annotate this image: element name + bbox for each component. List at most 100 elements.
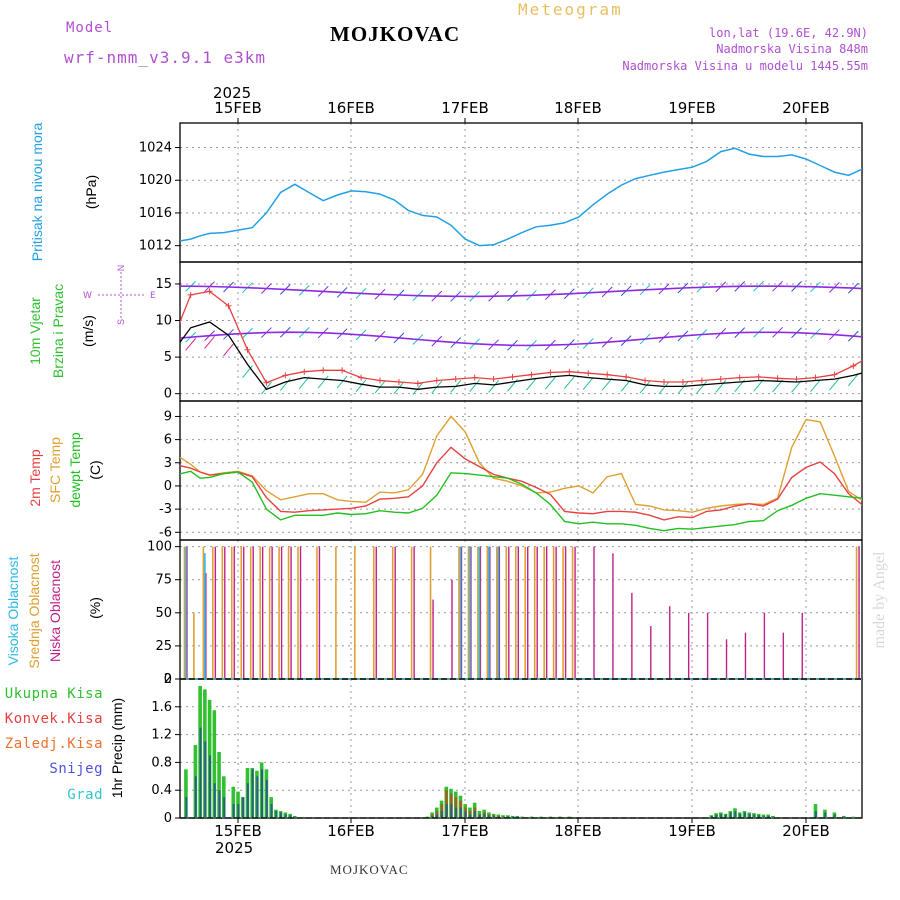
wind-barb-low-23 bbox=[601, 377, 613, 391]
credit-text: made by Angel bbox=[871, 551, 888, 648]
high-cloud-legend: Visoka Oblacnost bbox=[5, 557, 21, 666]
wind-gust-marker-11 bbox=[377, 377, 383, 384]
bottom-day-label-0: 15FEB bbox=[214, 822, 261, 840]
snow-bar-65 bbox=[833, 814, 836, 818]
snow-bar-52 bbox=[724, 814, 727, 818]
ytick-label-wind-1: 5 bbox=[164, 350, 172, 365]
ytick-label-clouds-0: 0 bbox=[164, 672, 172, 687]
snow-bar-15 bbox=[261, 769, 264, 818]
product-title: Meteogram bbox=[518, 0, 623, 19]
snow-bar-61 bbox=[767, 815, 770, 818]
snow-bar-3 bbox=[199, 727, 202, 818]
snow-bar-26 bbox=[440, 811, 443, 818]
wind-gust-marker-10 bbox=[358, 374, 365, 381]
dewpoint-line bbox=[180, 470, 862, 532]
wind-mid-line bbox=[180, 331, 862, 347]
wind-barb-low-20 bbox=[545, 376, 556, 390]
wind-gust-marker-2 bbox=[206, 288, 213, 295]
elevation-label: Nadmorska Visina 848m bbox=[716, 42, 868, 56]
pressure-ylabel: (hPa) bbox=[83, 175, 99, 209]
snow-bar-42 bbox=[516, 816, 519, 818]
dewpoint-legend: dewpt Temp bbox=[67, 432, 83, 507]
wind-barb-low-19 bbox=[526, 377, 537, 391]
precip-legend-1: Konvek.Kisa bbox=[5, 711, 103, 727]
wind-gust-marker-37 bbox=[869, 352, 875, 358]
wind-barb-low-9 bbox=[336, 375, 348, 389]
grid-pressure: 1012 1016 1020 1024 bbox=[139, 123, 862, 262]
wind-barb-low-2 bbox=[204, 336, 215, 349]
wind-gust-marker-4 bbox=[244, 346, 251, 353]
wind-gust-marker-7 bbox=[301, 368, 308, 375]
bottom-day-label-3: 18FEB bbox=[554, 822, 601, 840]
wind-barb-low-38 bbox=[886, 369, 896, 381]
wind-barbs bbox=[167, 280, 896, 395]
snow-bar-12 bbox=[246, 783, 249, 818]
model-label: Model bbox=[66, 20, 114, 36]
mid-cloud-legend: Srednja Oblacnost bbox=[26, 553, 42, 668]
snow-bar-66 bbox=[843, 816, 846, 818]
snow-bar-17 bbox=[270, 804, 273, 818]
ytick-label-temperature-2: 0 bbox=[164, 479, 172, 494]
grid-temperature: -6 -3 0 3 6 9 bbox=[159, 401, 862, 540]
snow-bar-22 bbox=[294, 816, 297, 818]
wind-title: 10m Vjetar bbox=[27, 297, 43, 365]
snow-bar-59 bbox=[758, 815, 761, 818]
wind-speed-line bbox=[180, 321, 862, 391]
wind-barb-low-5 bbox=[261, 381, 272, 395]
wind-subtitle: Brzina i Pravac bbox=[50, 284, 66, 378]
snow-bar-30 bbox=[459, 807, 462, 818]
bottom-day-label-1: 16FEB bbox=[327, 822, 374, 840]
snow-bar-2 bbox=[194, 776, 197, 818]
ytick-label-temperature-5: 9 bbox=[164, 409, 172, 424]
wind-gust-marker-19 bbox=[528, 371, 535, 378]
total-rain-bar-0 bbox=[175, 808, 179, 818]
ytick-label-precip-1: 0.4 bbox=[151, 783, 172, 798]
snow-bar-54 bbox=[734, 811, 737, 818]
compass-e: E bbox=[150, 291, 156, 301]
footer-station: MOJKOVAC bbox=[330, 862, 409, 877]
wind-barb-low-22 bbox=[582, 377, 594, 390]
ytick-label-temperature-3: 3 bbox=[164, 456, 172, 471]
snow-bar-0 bbox=[176, 815, 178, 818]
snow-bar-53 bbox=[729, 812, 732, 818]
frame-precip bbox=[179, 678, 863, 819]
wind-barb-low-28 bbox=[696, 380, 708, 394]
wind-barb-top-37 bbox=[867, 284, 877, 294]
wind-gust-marker-28 bbox=[698, 377, 705, 384]
wind-barb-mid-0 bbox=[167, 334, 177, 344]
snow-bar-60 bbox=[762, 815, 765, 818]
ytick-label-temperature-1: -3 bbox=[159, 502, 172, 517]
wind-gust-marker-30 bbox=[736, 374, 743, 381]
snow-bar-20 bbox=[284, 814, 287, 818]
snow-bar-55 bbox=[739, 813, 742, 818]
grid-clouds: 0 25 50 75 100 bbox=[147, 540, 862, 687]
wind-gust-marker-29 bbox=[717, 376, 724, 383]
wind-barb-low-27 bbox=[677, 381, 689, 395]
wind-gust-marker-14 bbox=[433, 377, 440, 384]
wind-barb-low-7 bbox=[298, 376, 310, 390]
total-rain-bar-7 bbox=[217, 751, 221, 818]
wind-barb-low-16 bbox=[469, 379, 481, 392]
station-title: MOJKOVAC bbox=[330, 22, 461, 46]
ytick-label-clouds-3: 75 bbox=[155, 573, 172, 588]
wind-gust-marker-12 bbox=[395, 378, 402, 385]
ytick-label-precip-5: 2 bbox=[164, 672, 172, 687]
snow-bar-9 bbox=[232, 804, 235, 818]
snow-bar-33 bbox=[474, 811, 477, 818]
wind-barb-mid-38 bbox=[886, 334, 896, 344]
total-rain-bar-1 bbox=[184, 769, 188, 818]
compass-n: N bbox=[116, 265, 126, 272]
wind-barb-mid-37 bbox=[867, 333, 877, 343]
snow-bar-49 bbox=[710, 815, 713, 818]
wind-gust-marker-22 bbox=[585, 370, 592, 377]
precip-legend-0: Ukupna Kisa bbox=[5, 686, 103, 702]
precip-legend-3: Snijeg bbox=[49, 761, 103, 777]
snow-bar-56 bbox=[743, 812, 746, 818]
compass-s: S bbox=[116, 319, 126, 325]
wind-barb-low-34 bbox=[810, 379, 821, 392]
snow-bar-50 bbox=[715, 814, 718, 818]
ytick-label-precip-0: 0 bbox=[164, 811, 172, 826]
precip-legend-2: Zaledj.Kisa bbox=[5, 736, 103, 752]
wind-gust-marker-24 bbox=[623, 373, 630, 380]
precip-ylabel: 1hr Precip (mm) bbox=[109, 698, 125, 798]
